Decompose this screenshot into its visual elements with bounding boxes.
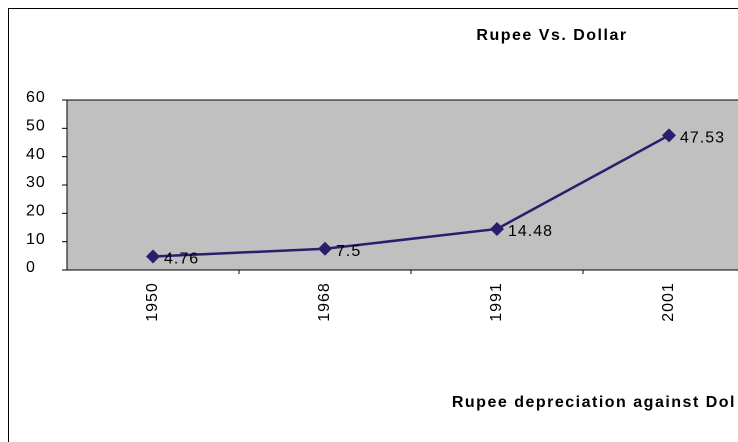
x-tick-label: 1968 [316, 282, 333, 322]
x-axis-title: Rupee depreciation against Dol [452, 394, 736, 411]
data-label: 7.5 [336, 243, 361, 260]
data-label: 47.53 [680, 130, 725, 147]
x-tick-label: 1950 [144, 282, 161, 322]
y-tick-label: 0 [26, 259, 36, 276]
y-tick-label: 40 [26, 146, 46, 163]
y-tick-label: 20 [26, 203, 46, 220]
x-tick-label: 1991 [488, 282, 505, 322]
series-line [152, 134, 670, 258]
data-point [490, 221, 504, 236]
y-tick-label: 10 [26, 231, 46, 248]
data-point [662, 128, 676, 143]
plot-area [66, 99, 738, 271]
y-tick-label: 30 [26, 174, 46, 191]
chart-title: Rupee Vs. Dollar [476, 27, 627, 44]
chart-frame [8, 8, 738, 442]
y-tick-label: 60 [26, 89, 46, 106]
y-tick-label: 50 [26, 118, 46, 135]
data-point [146, 249, 160, 264]
x-tick-label: 2001 [660, 282, 677, 322]
data-point [318, 241, 332, 256]
data-label: 14.48 [508, 223, 553, 240]
data-label: 4.76 [164, 251, 199, 268]
